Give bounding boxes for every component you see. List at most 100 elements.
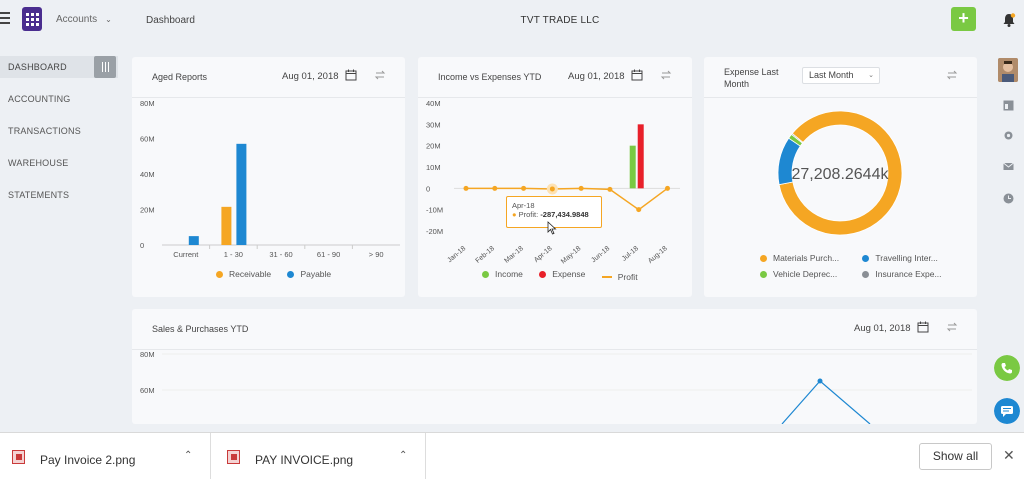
chevron-up-icon[interactable]: ⌃ <box>399 450 408 461</box>
legend-item-profit: Profit <box>601 272 638 282</box>
legend-dot <box>482 270 489 278</box>
sidebar-settings-icon[interactable] <box>94 56 116 78</box>
legend-dot <box>287 270 295 278</box>
income-expenses-card: Income vs Expenses YTD Aug 01, 2018 -20M… <box>418 57 692 297</box>
card-title: Income vs Expenses YTD <box>438 72 542 82</box>
x-tick-label: 31 - 60 <box>269 250 292 259</box>
app-logo[interactable] <box>22 7 42 31</box>
expense-card: Expense Last Month Last Month ⌄ 27,208.264… <box>704 57 977 297</box>
profit-point <box>546 183 558 195</box>
x-tick-label: Jan-18 <box>446 245 467 264</box>
breadcrumb[interactable]: Dashboard <box>146 15 195 26</box>
sidebar-item-dashboard[interactable]: DASHBOARD <box>0 56 118 78</box>
menu-icon[interactable] <box>0 12 12 26</box>
sidebar-item-warehouse[interactable]: WAREHOUSE <box>0 152 118 184</box>
legend-dot <box>760 255 767 262</box>
legend-item: Materials Purch... <box>760 251 846 266</box>
chat-icon[interactable] <box>994 398 1020 424</box>
tooltip-month: Apr-18 <box>512 201 535 210</box>
download-item[interactable]: Pay Invoice 2.png ⌃ <box>0 433 211 479</box>
divider <box>418 97 692 98</box>
period-select-value: Last Month <box>809 70 854 80</box>
close-icon[interactable]: ✕ <box>1003 447 1015 463</box>
bell-icon[interactable] <box>1001 12 1017 28</box>
y-tick-label: 60M <box>140 386 155 395</box>
x-tick-label: Mar-18 <box>503 245 525 265</box>
y-tick-label: 40M <box>426 99 441 108</box>
avatar-image <box>998 58 1018 82</box>
image-file-icon <box>12 450 25 464</box>
legend-label: Payable <box>300 269 332 279</box>
x-tick-label: Current <box>173 250 199 259</box>
sidebar: DASHBOARD ACCOUNTING TRANSACTIONS WAREHO… <box>0 56 118 216</box>
divider <box>704 97 977 98</box>
legend-label: Materials Purch... <box>773 253 840 263</box>
sidebar-item-statements[interactable]: STATEMENTS <box>0 184 118 216</box>
phone-icon[interactable] <box>994 355 1020 381</box>
tooltip-label: Profit: <box>518 210 539 219</box>
legend: Receivable Payable <box>216 269 345 280</box>
legend-item: Vehicle Deprec... <box>760 267 846 282</box>
download-file-name: PAY INVOICE.png <box>255 453 354 467</box>
aged-chart: 0 20M 40M 60M 80M Current 1 - 30 31 - 60 61 - 90… <box>140 99 400 259</box>
card-date: Aug 01, 2018 <box>568 71 625 82</box>
y-tick-label: 30M <box>426 120 441 129</box>
legend-label: Income <box>495 269 523 279</box>
image-file-icon <box>227 450 240 464</box>
profit-point <box>492 185 498 191</box>
accounts-dropdown[interactable]: Accounts ⌄ <box>56 14 112 25</box>
download-file-name: Pay Invoice 2.png <box>40 453 136 467</box>
legend-dot <box>760 271 767 278</box>
refresh-icon[interactable] <box>946 69 958 81</box>
tooltip-value: -287,434.9848 <box>540 210 589 219</box>
income-chart: -20M -10M 0 10M 20M 30M 40M Jan-18 Feb-18 Mar-18 A… <box>426 99 680 266</box>
bar-payable <box>188 236 199 245</box>
legend: Income Expense Profit <box>482 269 652 282</box>
sidebar-item-label: DASHBOARD <box>8 62 67 72</box>
cursor-icon <box>547 221 557 235</box>
legend-label: Receivable <box>229 269 272 279</box>
legend-item: Travelling Inter... <box>862 251 948 266</box>
calendar-icon[interactable] <box>631 69 643 81</box>
bar-payable <box>236 143 247 245</box>
sidebar-item-label: ACCOUNTING <box>8 94 71 104</box>
legend-line <box>601 275 612 278</box>
calendar-icon[interactable] <box>917 321 929 333</box>
sidebar-item-transactions[interactable]: TRANSACTIONS <box>0 120 118 152</box>
card-title-line: Month <box>724 79 750 89</box>
mail-icon[interactable] <box>1003 161 1014 172</box>
download-item[interactable]: PAY INVOICE.png ⌃ <box>215 433 426 479</box>
period-select[interactable]: Last Month ⌄ <box>802 67 880 84</box>
legend-label: Insurance Expe... <box>875 269 942 279</box>
legend-label: Expense <box>552 269 586 279</box>
show-all-button[interactable]: Show all <box>919 443 992 470</box>
gear-icon[interactable] <box>1003 130 1014 141</box>
card-title: Aged Reports <box>152 72 208 82</box>
y-tick-label: 0 <box>140 241 144 250</box>
legend-dot <box>862 255 870 262</box>
refresh-icon[interactable] <box>660 69 672 81</box>
sales-line <box>781 380 871 424</box>
legend-item-income: Income <box>482 269 523 279</box>
profit-point <box>578 185 584 191</box>
refresh-icon[interactable] <box>946 321 958 333</box>
refresh-icon[interactable] <box>374 69 386 81</box>
add-button[interactable]: + <box>951 7 976 31</box>
y-tick-label: 80M <box>140 99 155 108</box>
sidebar-item-label: STATEMENTS <box>8 190 70 200</box>
donut-slice <box>790 132 804 144</box>
chevron-down-icon: ⌄ <box>105 15 112 24</box>
layout-icon[interactable] <box>1003 100 1014 111</box>
avatar[interactable] <box>998 58 1018 82</box>
sales-point <box>817 378 823 384</box>
calendar-icon[interactable] <box>345 69 357 81</box>
y-tick-label: 20M <box>140 206 155 215</box>
card-title: Sales & Purchases YTD <box>152 324 249 334</box>
chevron-up-icon[interactable]: ⌃ <box>184 450 193 461</box>
sidebar-item-accounting[interactable]: ACCOUNTING <box>0 88 118 120</box>
legend-item-receivable: Receivable <box>216 269 271 279</box>
download-bar: Pay Invoice 2.png ⌃ PAY INVOICE.png ⌃ Sh… <box>0 432 1024 479</box>
legend-label: Travelling Inter... <box>875 253 938 263</box>
y-tick-label: 60M <box>140 135 155 144</box>
clock-icon[interactable] <box>1003 193 1014 204</box>
